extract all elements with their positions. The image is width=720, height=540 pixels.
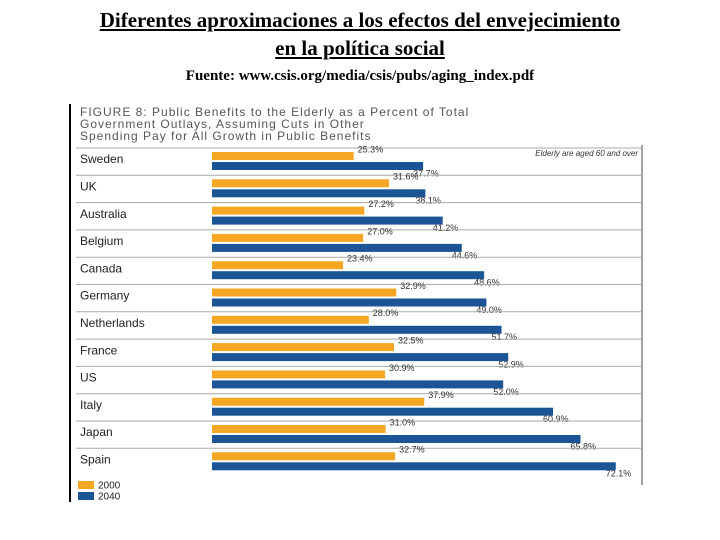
- category-label: US: [80, 371, 97, 385]
- bar: [212, 353, 509, 362]
- bar: [212, 380, 504, 389]
- category-label: France: [80, 343, 118, 357]
- bar: [212, 397, 425, 406]
- value-label: 25.3%: [358, 144, 384, 154]
- bar: [212, 216, 443, 225]
- value-label: 31.0%: [390, 417, 416, 427]
- value-label: 48.6%: [474, 278, 500, 288]
- chart-title: Government Outlays, Assuming Cuts in Oth…: [80, 117, 365, 131]
- bar: [212, 343, 394, 352]
- value-label: 32.5%: [398, 335, 424, 345]
- legend-swatch: [78, 492, 94, 500]
- bar: [212, 452, 396, 461]
- chart-title: FIGURE 8: Public Benefits to the Elderly…: [80, 105, 469, 119]
- value-label: 28.0%: [373, 308, 399, 318]
- value-label: 37.7%: [413, 168, 439, 178]
- category-label: Canada: [80, 261, 122, 275]
- bar: [212, 315, 369, 324]
- bar: [212, 288, 397, 297]
- bar: [212, 233, 364, 242]
- value-label: 41.2%: [433, 223, 459, 233]
- value-label: 65.8%: [570, 441, 596, 451]
- bar: [212, 462, 616, 471]
- source: Fuente: www.csis.org/media/csis/pubs/agi…: [185, 68, 535, 84]
- category-label: Sweden: [80, 152, 123, 166]
- bar: [212, 189, 426, 198]
- category-label: Spain: [80, 452, 111, 466]
- value-label: 27.0%: [367, 226, 393, 236]
- category-label: Australia: [80, 207, 127, 221]
- bar: [212, 152, 354, 160]
- bar: [212, 325, 502, 334]
- bar: [212, 243, 462, 252]
- bar: [212, 271, 485, 280]
- bar: [212, 435, 581, 443]
- value-label: 31.6%: [393, 172, 419, 182]
- value-label: 49.0%: [476, 305, 502, 315]
- value-label: 52.9%: [498, 359, 524, 369]
- value-label: 37.9%: [428, 390, 454, 400]
- value-label: 72.1%: [606, 469, 632, 479]
- legend-label: 2000: [98, 481, 121, 492]
- slide-title: Diferentes aproximaciones a los efectos …: [99, 8, 621, 32]
- value-label: 60.9%: [543, 414, 569, 424]
- value-label: 32.7%: [399, 445, 425, 455]
- value-label: 44.6%: [452, 250, 478, 260]
- bar: [212, 206, 365, 215]
- category-label: Netherlands: [80, 316, 145, 330]
- bar: [212, 261, 344, 270]
- bar: [212, 407, 554, 416]
- value-label: 32.9%: [400, 281, 426, 291]
- chart-title: Spending Pay for All Growth in Public Be…: [80, 129, 371, 143]
- bar: [212, 298, 487, 307]
- category-label: Germany: [80, 289, 129, 303]
- chart-note: Elderly are aged 60 and over: [535, 149, 638, 158]
- legend-label: 2040: [98, 492, 121, 503]
- category-label: Italy: [80, 398, 102, 412]
- value-label: 38.1%: [415, 196, 441, 206]
- value-label: 27.2%: [368, 199, 394, 209]
- bar: [212, 370, 386, 379]
- value-label: 51.7%: [492, 332, 518, 342]
- bar: [212, 179, 389, 188]
- value-label: 23.4%: [347, 254, 373, 264]
- legend-swatch: [78, 481, 94, 489]
- bar: [212, 425, 386, 433]
- value-label: 52.0%: [493, 387, 519, 397]
- bar: [212, 162, 424, 170]
- value-label: 30.9%: [389, 363, 415, 373]
- category-label: Belgium: [80, 234, 123, 248]
- category-label: Japan: [80, 425, 113, 439]
- slide-title: en la política social: [275, 36, 445, 60]
- category-label: UK: [80, 179, 97, 193]
